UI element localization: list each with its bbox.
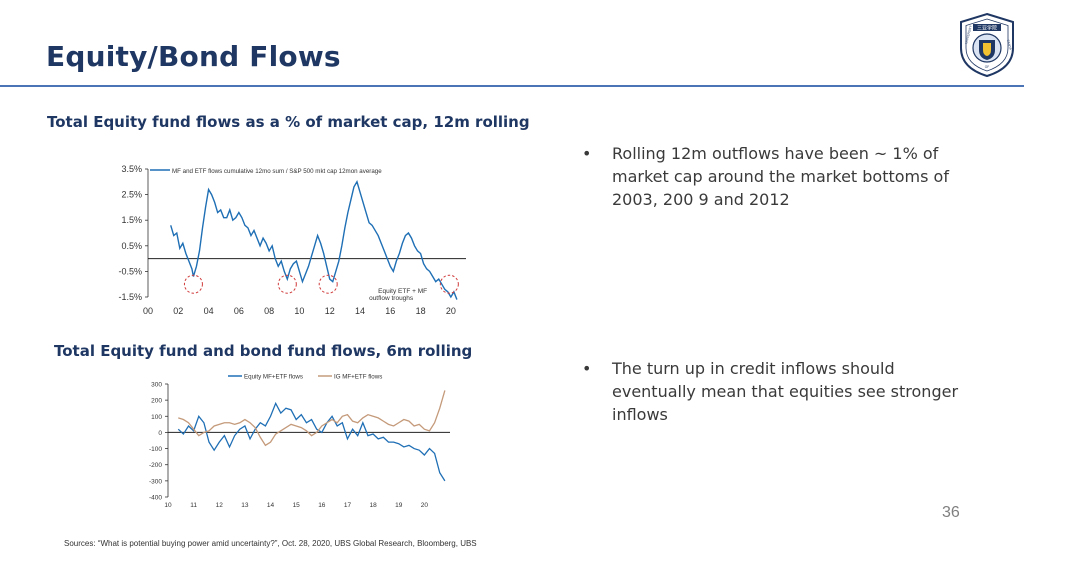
x-tick-label: 16 — [385, 306, 395, 316]
trough-circle — [277, 274, 297, 294]
x-tick-label: 06 — [234, 306, 244, 316]
legend-label: MF and ETF flows cumulative 12mo sum / S… — [172, 168, 382, 175]
bullet-dot: • — [582, 359, 592, 378]
y-tick-label: 200 — [151, 398, 162, 405]
bullet-text-1: Rolling 12m outflows have been ~ 1% of m… — [612, 144, 949, 209]
y-tick-label: -200 — [149, 462, 162, 469]
x-tick-label: 17 — [344, 502, 352, 509]
trough-circle — [183, 274, 203, 294]
bullet-text-2: The turn up in credit inflows should eve… — [612, 359, 959, 424]
y-tick-label: 3.5% — [121, 164, 142, 174]
y-tick-label: -100 — [149, 446, 162, 453]
x-tick-label: 19 — [395, 502, 403, 509]
y-tick-label: 0 — [158, 430, 162, 437]
logo-top-text: 三亚学院 — [977, 25, 997, 32]
logo-right-text: SANYA — [1006, 39, 1013, 51]
y-tick-label: -0.5% — [118, 266, 142, 276]
x-tick-label: 04 — [204, 306, 214, 316]
y-tick-label: 100 — [151, 414, 162, 421]
y-tick-label: -1.5% — [118, 292, 142, 302]
x-tick-label: 14 — [355, 306, 365, 316]
bullet-item-1: • Rolling 12m outflows have been ~ 1% of… — [582, 142, 982, 214]
trough-annotation-line1: Equity ETF + MF — [378, 288, 427, 295]
y-tick-label: 300 — [151, 382, 162, 389]
series-line-equity-flows — [170, 180, 458, 300]
x-tick-label: 02 — [173, 306, 183, 316]
x-tick-label: 12 — [216, 502, 224, 509]
legend-label: IG MF+ETF flows — [334, 374, 382, 381]
page-number: 36 — [942, 504, 960, 521]
x-tick-label: 15 — [293, 502, 301, 509]
x-tick-label: 20 — [421, 502, 429, 509]
series-line-equity-mf-etf — [177, 401, 446, 482]
series-line-ig-mf-etf — [178, 390, 446, 447]
trough-annotation-line2: outflow troughs — [369, 295, 414, 302]
slide-title: Equity/Bond Flows — [46, 40, 341, 73]
title-divider — [0, 85, 1024, 87]
x-tick-label: 13 — [241, 502, 249, 509]
bullet-dot: • — [582, 144, 592, 163]
x-tick-label: 11 — [190, 502, 197, 509]
logo-left-text: UNIVERSITY — [964, 24, 973, 44]
trough-annotation: Equity ETF + MF outflow troughs — [369, 288, 427, 302]
x-tick-label: 16 — [318, 502, 326, 509]
logo-bottom-text: OF — [985, 65, 989, 69]
x-tick-label: 10 — [164, 502, 172, 509]
x-tick-label: 18 — [369, 502, 377, 509]
trough-circle — [318, 274, 338, 294]
y-tick-label: -300 — [149, 478, 162, 485]
equity-flows-chart: 3.5% 2.5% 1.5% 0.5% -0.5% -1.5%00 02 04 06 08 10 12… — [118, 164, 466, 316]
x-tick-label: 20 — [446, 306, 456, 316]
bullet-item-2: • The turn up in credit inflows should e… — [582, 357, 982, 429]
x-tick-label: 00 — [143, 306, 153, 316]
y-tick-label: 0.5% — [121, 241, 142, 251]
university-logo: 三亚学院 UNIVERSITY SANYA OF — [960, 12, 1014, 78]
y-tick-label: -400 — [149, 495, 162, 502]
x-tick-label: 12 — [325, 306, 335, 316]
x-tick-label: 10 — [294, 306, 304, 316]
x-tick-label: 18 — [416, 306, 426, 316]
y-tick-label: 1.5% — [121, 215, 142, 225]
chart2-heading: Total Equity fund and bond fund flows, 6… — [54, 342, 473, 360]
x-tick-label: 08 — [264, 306, 274, 316]
chart1-heading: Total Equity fund flows as a % of market… — [47, 113, 530, 131]
trough-circle — [439, 274, 459, 294]
legend-label: Equity MF+ETF flows — [244, 374, 303, 381]
sources-footnote: Sources: “What is potential buying power… — [64, 539, 477, 548]
y-tick-label: 2.5% — [121, 190, 142, 200]
x-tick-label: 14 — [267, 502, 275, 509]
